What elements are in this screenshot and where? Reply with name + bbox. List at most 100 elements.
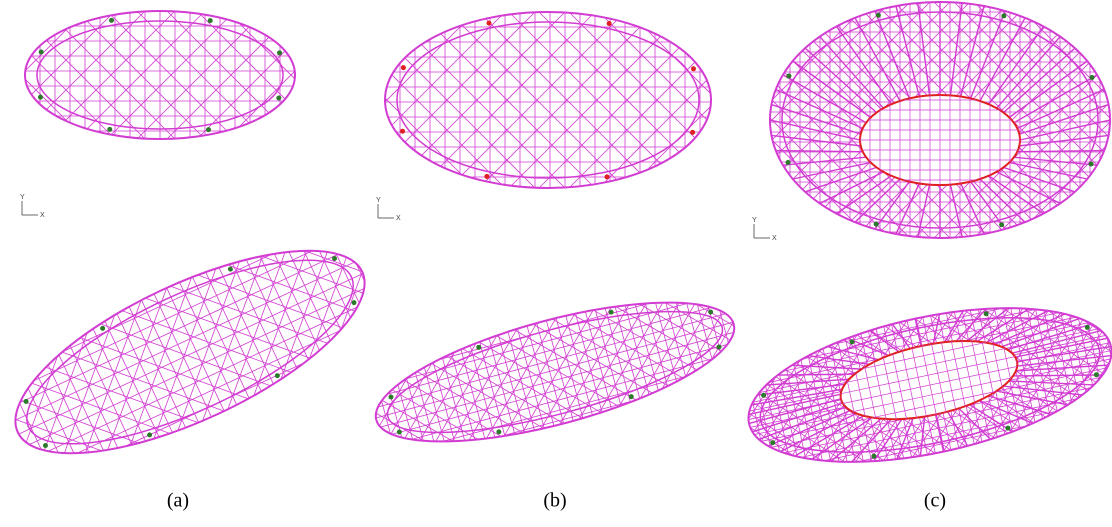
member: [167, 288, 224, 411]
brace: [269, 12, 445, 188]
panel-label: (a): [167, 490, 189, 512]
figure: XYXYXY (a) (b) (c): [0, 0, 1112, 527]
member: [205, 270, 262, 393]
radial: [1017, 346, 1111, 375]
panel-label: (b): [543, 490, 566, 512]
brace: [0, 323, 148, 504]
brace: [1087, 254, 1112, 415]
member: [179, 282, 236, 405]
brace: [649, 266, 776, 393]
brace: [262, 370, 389, 497]
member: [643, 295, 670, 395]
support: [208, 18, 213, 23]
support: [708, 309, 714, 315]
brace: [257, 11, 385, 139]
radial: [1003, 167, 1074, 191]
support: [206, 127, 211, 132]
support: [786, 73, 791, 78]
member: [488, 336, 515, 436]
support: [1001, 13, 1006, 18]
support: [786, 160, 791, 165]
member: [604, 305, 631, 405]
brace: [0, 11, 55, 139]
brace: [320, 354, 447, 481]
radial: [950, 3, 962, 95]
member: [91, 323, 148, 446]
support: [396, 429, 402, 435]
support: [400, 129, 405, 134]
brace: [0, 11, 85, 139]
brace: [475, 313, 602, 440]
brace: [282, 364, 409, 491]
brace: [1009, 270, 1112, 431]
models: XYXYXY: [0, 2, 1112, 527]
support: [388, 394, 394, 400]
axis-label: X: [396, 215, 401, 222]
member: [141, 300, 198, 423]
support: [874, 222, 879, 227]
panel-label: (c): [924, 490, 946, 512]
support: [691, 66, 696, 71]
radial: [855, 18, 900, 101]
radial: [793, 61, 871, 118]
brace: [0, 11, 25, 139]
member: [14, 359, 71, 482]
model: [209, 12, 865, 188]
support: [486, 21, 491, 26]
support: [1089, 75, 1094, 80]
support: [1089, 162, 1094, 167]
support: [276, 95, 281, 100]
member: [294, 229, 351, 352]
member: [129, 306, 186, 429]
brace: [287, 11, 415, 139]
grid: [209, 12, 865, 188]
member: [243, 252, 300, 375]
model: [0, 158, 503, 527]
member: [527, 326, 554, 426]
brace: [1056, 260, 1112, 421]
model: [595, 223, 1112, 527]
axis-label: Y: [20, 194, 25, 201]
support: [690, 130, 695, 135]
support: [109, 18, 114, 23]
support: [107, 127, 112, 132]
brace: [591, 282, 718, 409]
brace: [262, 370, 389, 497]
member: [53, 341, 110, 464]
brace: [0, 11, 85, 139]
brace: [323, 158, 504, 339]
member: [13, 261, 357, 422]
brace: [668, 261, 795, 388]
support: [99, 325, 106, 332]
brace: [282, 364, 409, 491]
brace: [533, 297, 660, 424]
brace: [1009, 270, 1112, 431]
brace: [0, 11, 115, 139]
support: [146, 432, 153, 439]
brace: [494, 308, 621, 435]
brace: [301, 359, 428, 486]
brace: [602, 357, 763, 518]
member: [192, 276, 249, 399]
model: [0, 11, 415, 139]
brace: [574, 2, 810, 238]
member: [217, 264, 274, 387]
brace: [574, 2, 810, 238]
brace: [514, 302, 641, 429]
support: [401, 65, 406, 70]
brace: [287, 11, 415, 139]
member: [508, 331, 535, 431]
axis-label: Y: [376, 197, 381, 204]
member: [36, 312, 380, 473]
member: [78, 329, 135, 452]
member: [103, 317, 160, 440]
brace: [1056, 260, 1112, 421]
member: [682, 284, 709, 384]
radial: [805, 48, 876, 112]
member: [230, 258, 287, 381]
brace: [269, 12, 445, 188]
radial: [1006, 324, 1093, 350]
member: [154, 294, 211, 417]
member: [306, 223, 363, 346]
brace: [1087, 254, 1112, 415]
